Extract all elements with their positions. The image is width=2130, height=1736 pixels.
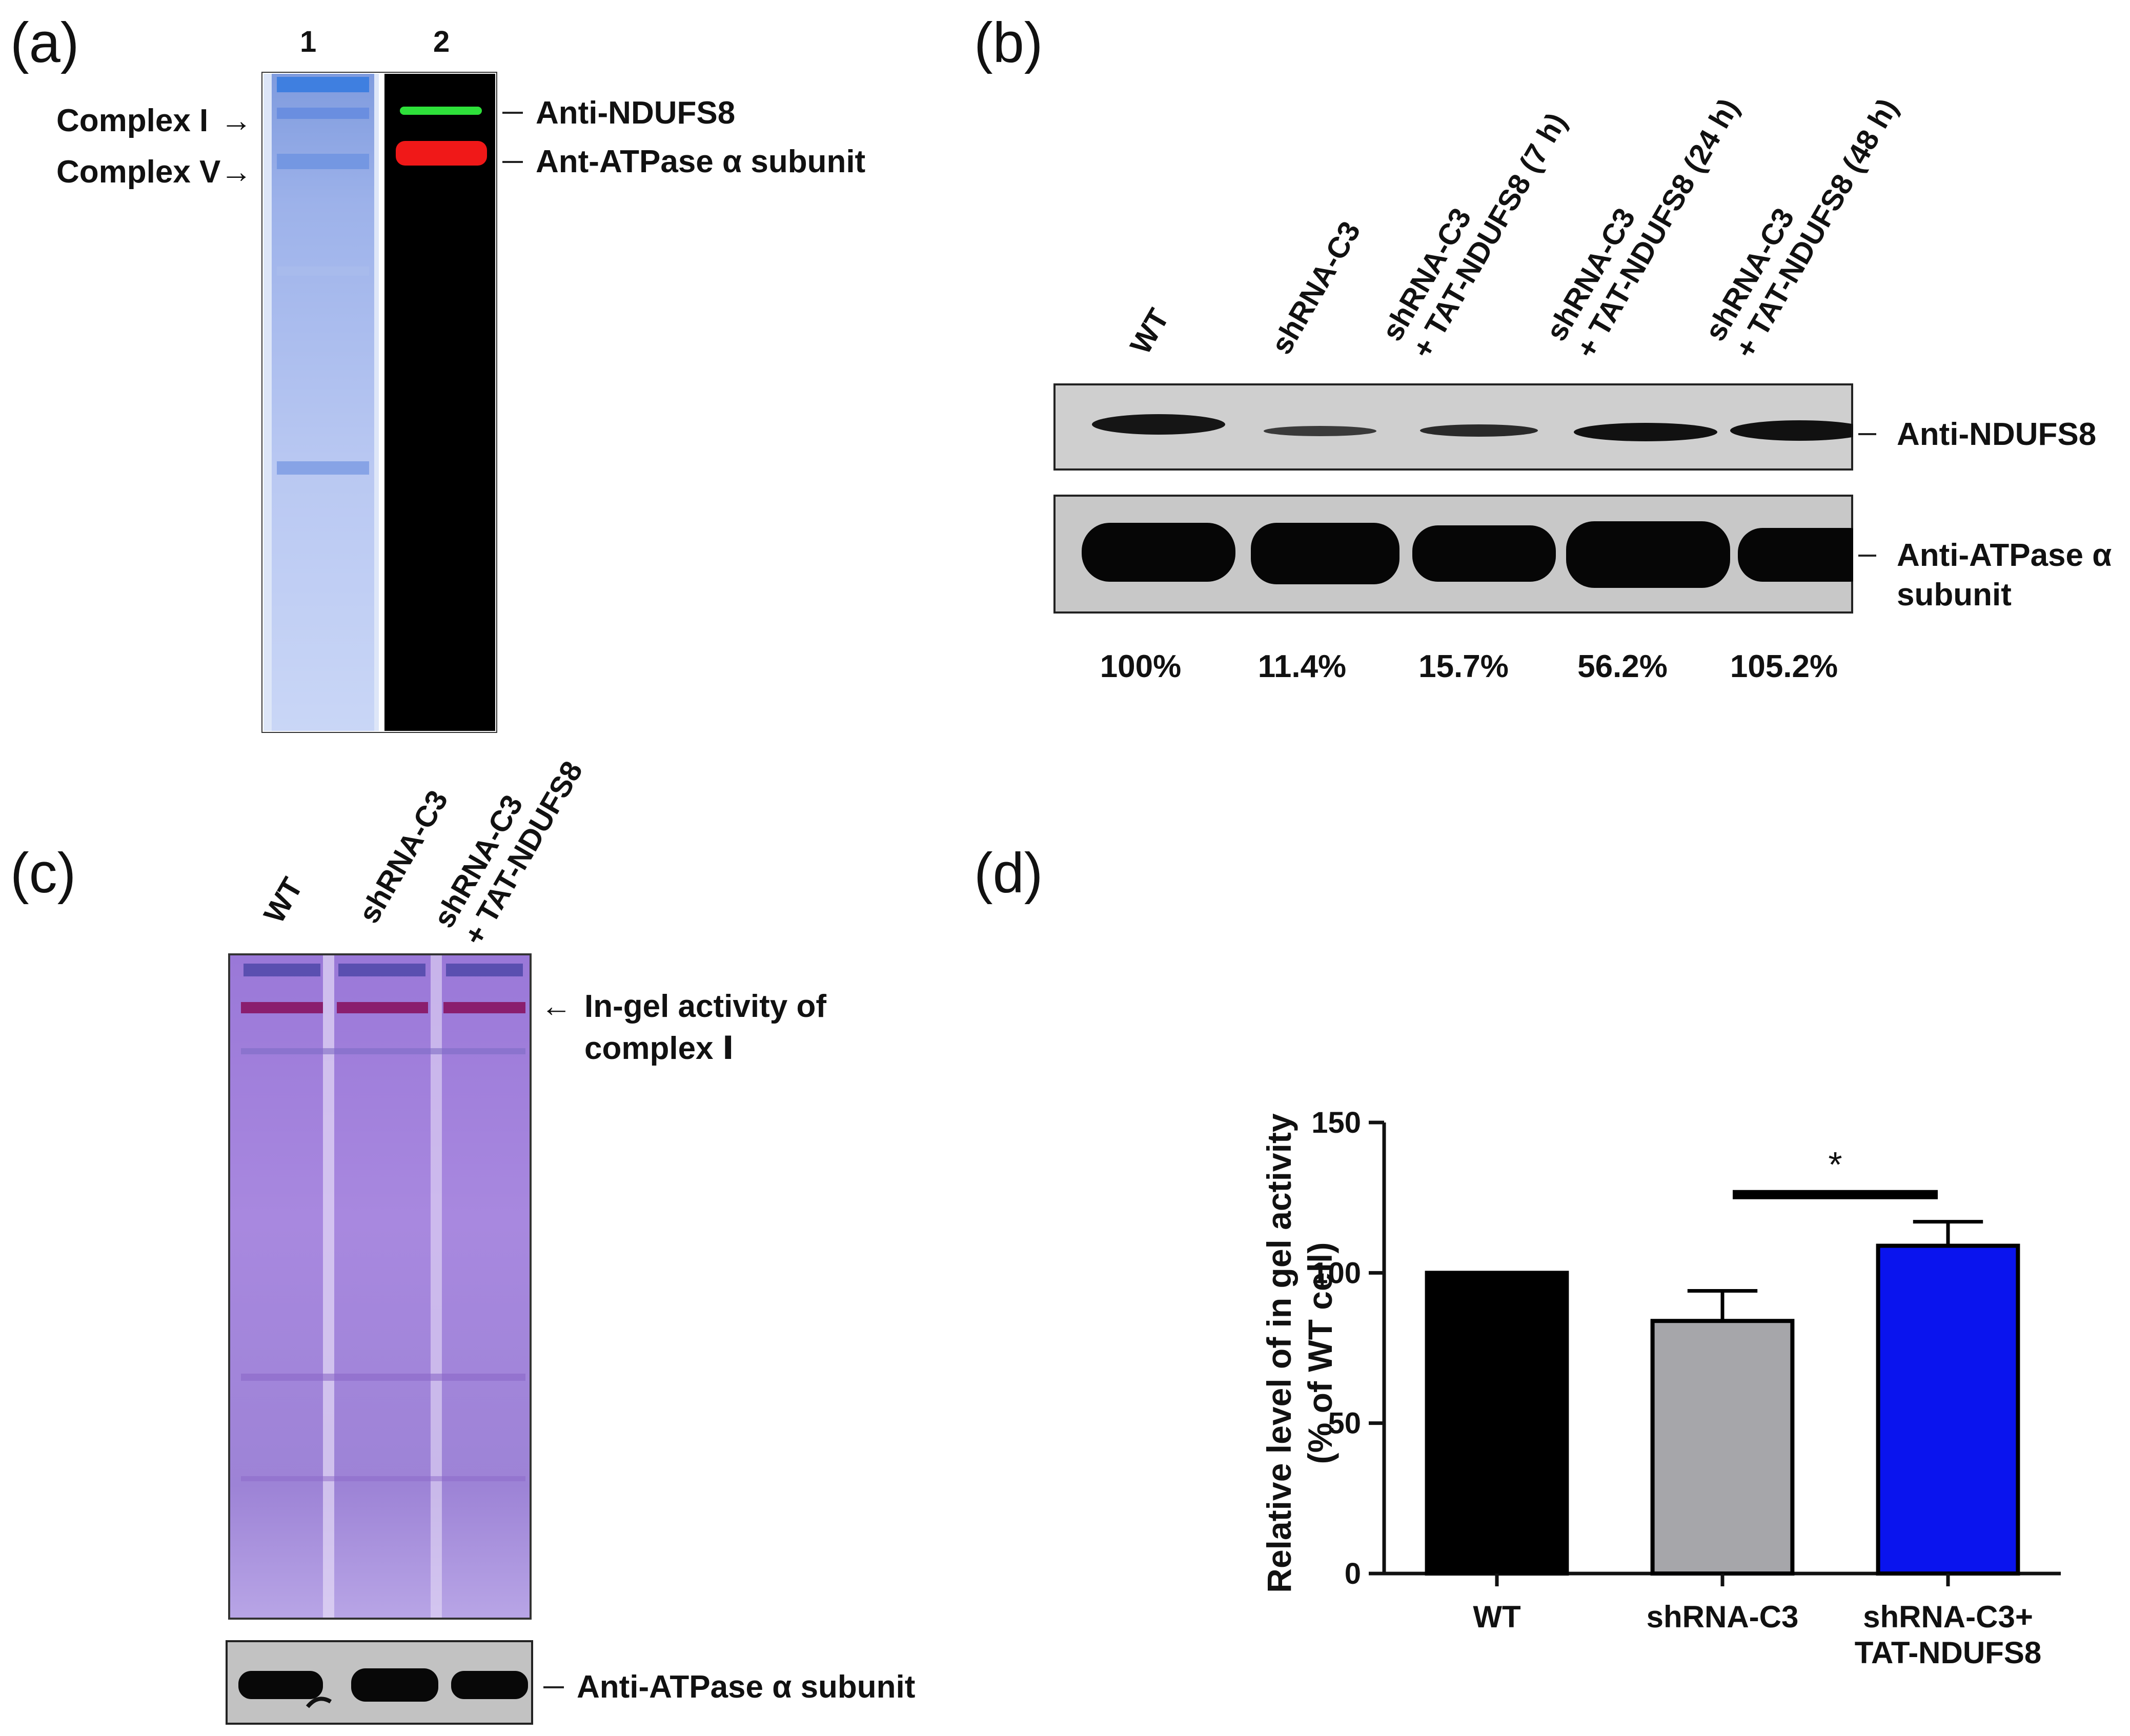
complex-5-label: Complex V bbox=[56, 154, 221, 190]
lane-label-tat-c: shRNA-C3 + TAT-NDUFS8 bbox=[427, 738, 590, 951]
percent-24h: 56.2% bbox=[1577, 649, 1668, 684]
bar bbox=[1876, 1243, 2020, 1576]
bar bbox=[1425, 1271, 1569, 1576]
y-axis-title-line1: Relative level of in gel activity bbox=[1260, 1113, 1298, 1593]
percent-wt: 100% bbox=[1100, 649, 1182, 684]
y-tick-label: 100 bbox=[1312, 1256, 1361, 1290]
lane-label-line1: shRNA-C3 bbox=[1264, 216, 1367, 360]
panel-b-label: (b) bbox=[974, 11, 1043, 74]
y-tick-label: 150 bbox=[1312, 1106, 1361, 1139]
atpase-tick-b bbox=[1858, 555, 1876, 557]
panel-c-label: (c) bbox=[10, 842, 76, 905]
percent-48h: 105.2% bbox=[1730, 649, 1838, 684]
atpase-band-label-c: Anti-ATPase α subunit bbox=[577, 1669, 916, 1705]
ndufs8-tick-b bbox=[1858, 433, 1876, 435]
y-tick-label: 0 bbox=[1345, 1557, 1361, 1590]
percent-shrna: 11.4% bbox=[1257, 649, 1347, 684]
complex-5-arrow: → bbox=[220, 154, 252, 190]
bar-chart: 0 50 100 150 WT shRNA-C3 shRNA-C3+TAT-NDUFS8 * bbox=[1312, 1106, 2061, 1670]
panel-b-blot-ndufs8 bbox=[1053, 383, 1853, 471]
bar bbox=[1650, 1319, 1795, 1576]
panel-d-label: (d) bbox=[974, 842, 1043, 905]
atpase-band-label-b-2: subunit bbox=[1897, 577, 2012, 612]
activity-label-1: In-gel activity of bbox=[584, 989, 826, 1024]
ndufs8-tick-a bbox=[502, 112, 523, 114]
lane-label-line1: WT bbox=[257, 872, 310, 929]
significance-marker: * bbox=[1828, 1145, 1842, 1184]
activity-label-2: complex Ⅰ bbox=[584, 1031, 734, 1066]
percent-7h: 15.7% bbox=[1418, 649, 1509, 684]
activity-arrow: ← bbox=[541, 989, 572, 1023]
lane-label-wt-b: WT bbox=[1123, 303, 1176, 360]
atpase-tick-a bbox=[502, 161, 523, 163]
ndufs8-band-label-a: Anti-NDUFS8 bbox=[536, 95, 736, 131]
panel-a-gel bbox=[261, 72, 497, 733]
x-tick-label: TAT-NDUFS8 bbox=[1855, 1636, 2041, 1670]
panel-c-gel bbox=[228, 953, 532, 1620]
complex-1-label: Complex I bbox=[56, 103, 209, 138]
atpase-band-label-b-1: Anti-ATPase α bbox=[1897, 538, 2112, 573]
atpase-tick-c bbox=[543, 1686, 564, 1688]
atpase-band-label-a: Ant-ATPase α subunit bbox=[536, 144, 866, 179]
lane-label-shrna-b: shRNA-C3 bbox=[1264, 216, 1368, 360]
panel-c-blot-atpase bbox=[226, 1640, 533, 1725]
lane-1-label: 1 bbox=[300, 25, 317, 58]
x-tick-label: shRNA-C3 bbox=[1647, 1600, 1799, 1634]
panel-b-blot-atpase bbox=[1053, 495, 1853, 614]
ndufs8-band-label-b: Anti-NDUFS8 bbox=[1897, 417, 2097, 452]
x-tick-label: shRNA-C3+ bbox=[1863, 1600, 2033, 1634]
x-tick-label: WT bbox=[1473, 1600, 1520, 1634]
lane-label-line1: WT bbox=[1123, 303, 1176, 360]
complex-1-arrow: → bbox=[220, 103, 252, 138]
y-tick-label: 50 bbox=[1328, 1407, 1361, 1440]
lane-label-wt-c: WT bbox=[257, 872, 310, 929]
lane-2-label: 2 bbox=[433, 25, 450, 58]
panel-a-label: (a) bbox=[10, 11, 79, 74]
